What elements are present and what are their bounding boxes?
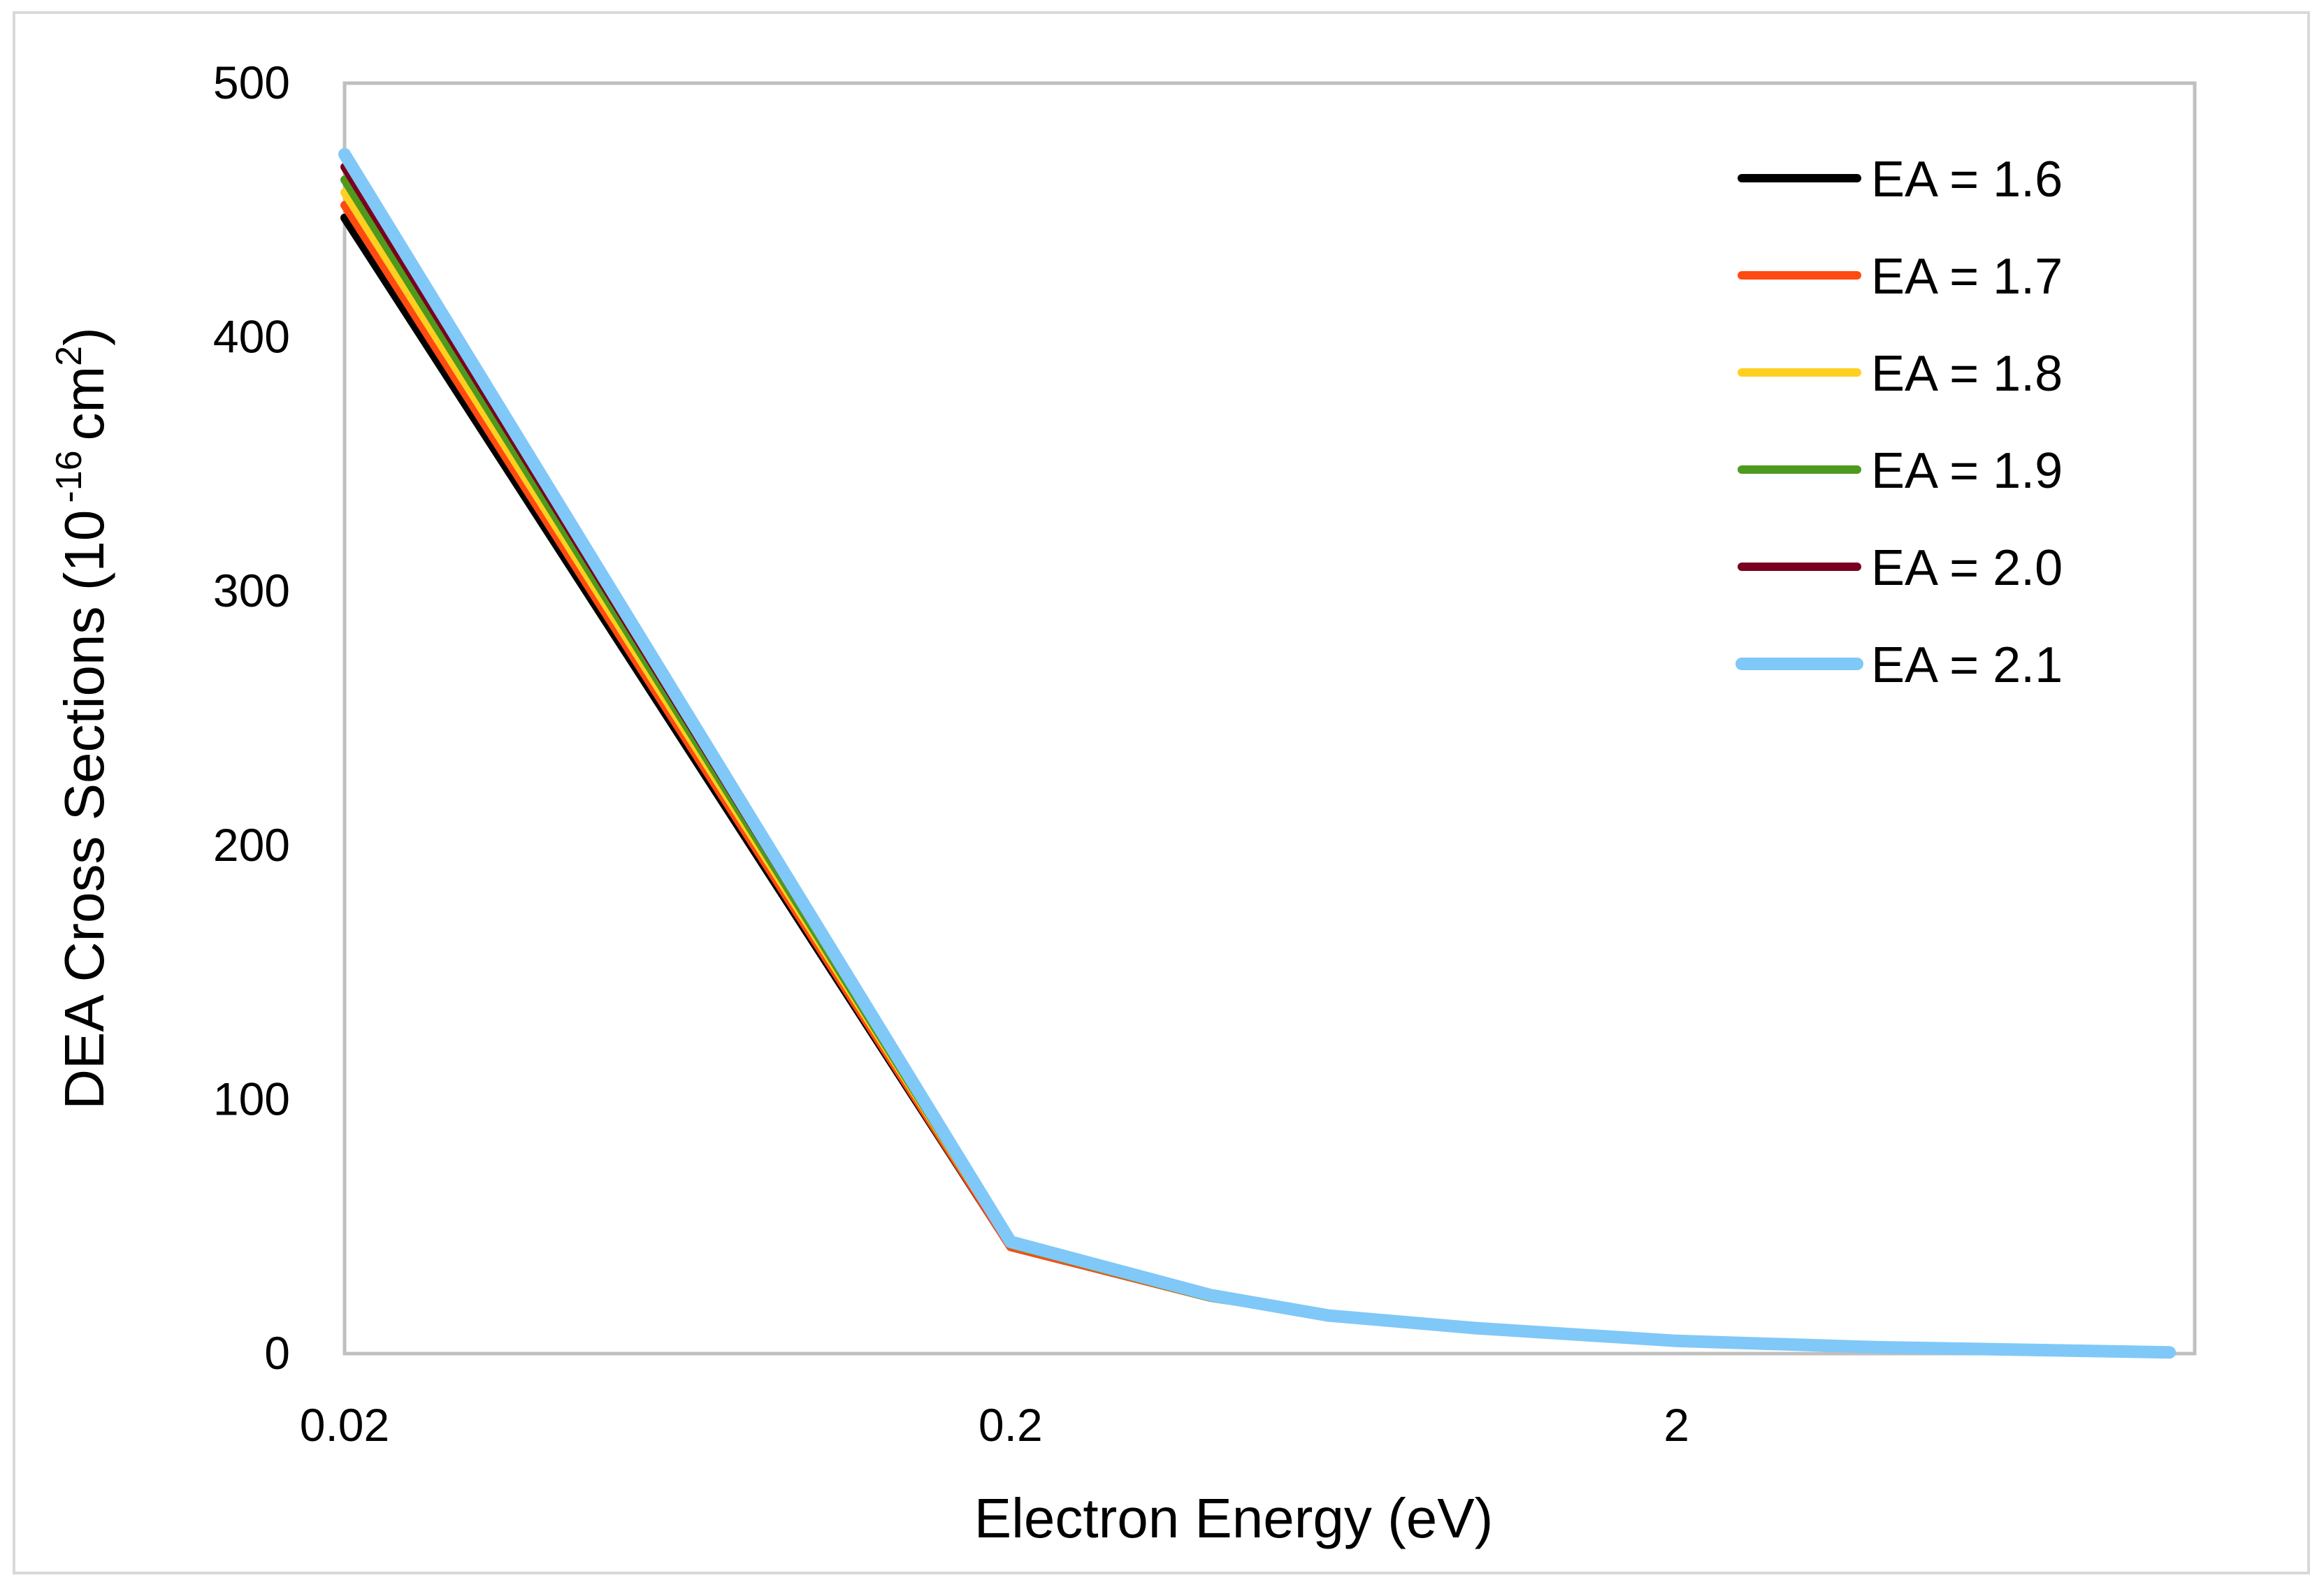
y-tick-label-2: 200 [213, 819, 290, 871]
x-tick-label-2: 2 [1663, 1399, 1689, 1451]
y-tick-label-0: 0 [264, 1327, 290, 1379]
y-axis-title-close: ) [53, 327, 115, 346]
plot-area [342, 81, 2197, 1356]
y-axis-title-main: DEA Cross Sections (10 [53, 510, 115, 1110]
legend-label-4: EA = 1.9 [1871, 443, 2063, 499]
y-axis-title-exponent: -16 [49, 450, 89, 502]
x-tick-label-0: 0.02 [300, 1399, 389, 1451]
x-tick-label-1: 0.2 [979, 1399, 1043, 1451]
y-tick-label-3: 300 [213, 565, 290, 616]
y-axis-title-unit: cm [53, 366, 115, 441]
x-axis-ticks: 0.02 0.2 2 [300, 1399, 1689, 1451]
x-axis-title: Electron Energy (eV) [974, 1487, 1494, 1549]
series-line-5 [340, 163, 2174, 1357]
legend-label-1: EA = 1.6 [1871, 152, 2063, 208]
y-axis-title: DEA Cross Sections (10 -16 cm2) [49, 327, 115, 1109]
y-tick-label-5: 500 [213, 57, 290, 108]
legend: EA = 1.6 EA = 1.7 EA = 1.8 EA = 1.9 EA = 2.0… [1735, 152, 2063, 693]
y-axis-ticks: 0 100 200 300 400 500 [213, 57, 290, 1379]
series-layer [338, 147, 2176, 1359]
legend-label-3: EA = 1.8 [1871, 346, 2063, 402]
y-axis-title-unit-exponent: 2 [49, 346, 89, 366]
legend-label-5: EA = 2.0 [1871, 540, 2063, 596]
y-tick-label-1: 100 [213, 1073, 290, 1124]
legend-label-2: EA = 1.7 [1871, 249, 2063, 305]
y-tick-label-4: 400 [213, 311, 290, 363]
series-line-6 [338, 147, 2176, 1359]
legend-label-6: EA = 2.1 [1871, 637, 2063, 693]
